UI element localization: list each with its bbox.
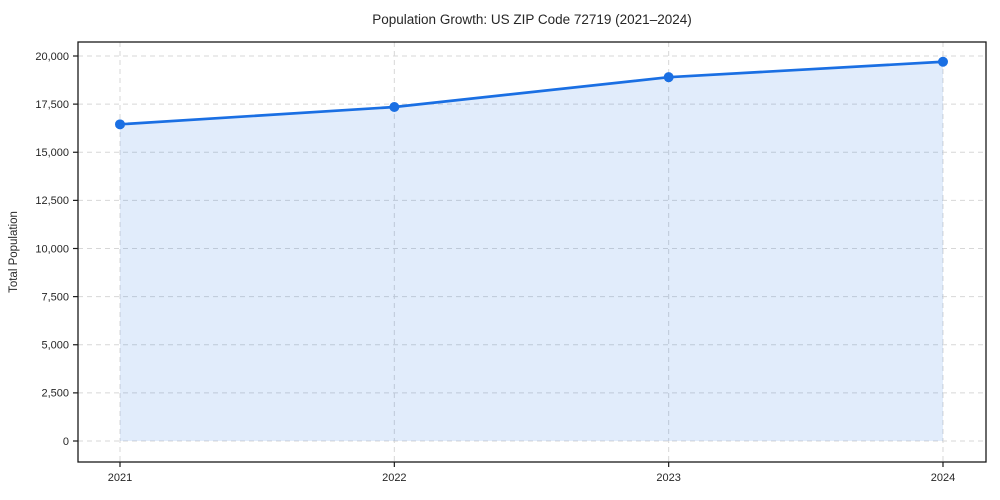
series-layer (115, 56, 948, 130)
y-tick-label: 17,500 (35, 99, 69, 111)
y-tick-label: 5,000 (41, 340, 69, 352)
grid-layer (78, 42, 986, 462)
area-fill (120, 61, 943, 442)
y-tick-label: 10,000 (35, 243, 69, 255)
y-tick-label: 15,000 (35, 147, 69, 159)
x-tick-label: 2022 (382, 472, 406, 484)
y-tick-label: 2,500 (41, 388, 69, 400)
x-tick-label: 2024 (931, 472, 955, 484)
data-point (115, 119, 125, 130)
tick-label-layer: 0 2,500 5,000 7,500 10,000 12,500 15,000 17,500… (35, 51, 955, 484)
data-point (389, 102, 400, 113)
tick-layer (73, 55, 944, 467)
y-tick-label: 20,000 (35, 51, 69, 63)
area-layer (120, 61, 943, 442)
data-point (937, 56, 948, 67)
x-tick-label: 2021 (108, 472, 132, 484)
y-tick-label: 12,500 (35, 195, 69, 207)
y-axis-label: Total Population (8, 211, 20, 293)
chart-title: Population Growth: US ZIP Code 72719 (20… (372, 12, 691, 27)
series-line (118, 60, 945, 126)
y-tick-label: 0 (63, 436, 69, 448)
y-tick-label: 7,500 (41, 291, 69, 303)
data-point (663, 72, 674, 83)
x-tick-label: 2023 (656, 472, 680, 484)
plot-border (77, 41, 987, 463)
